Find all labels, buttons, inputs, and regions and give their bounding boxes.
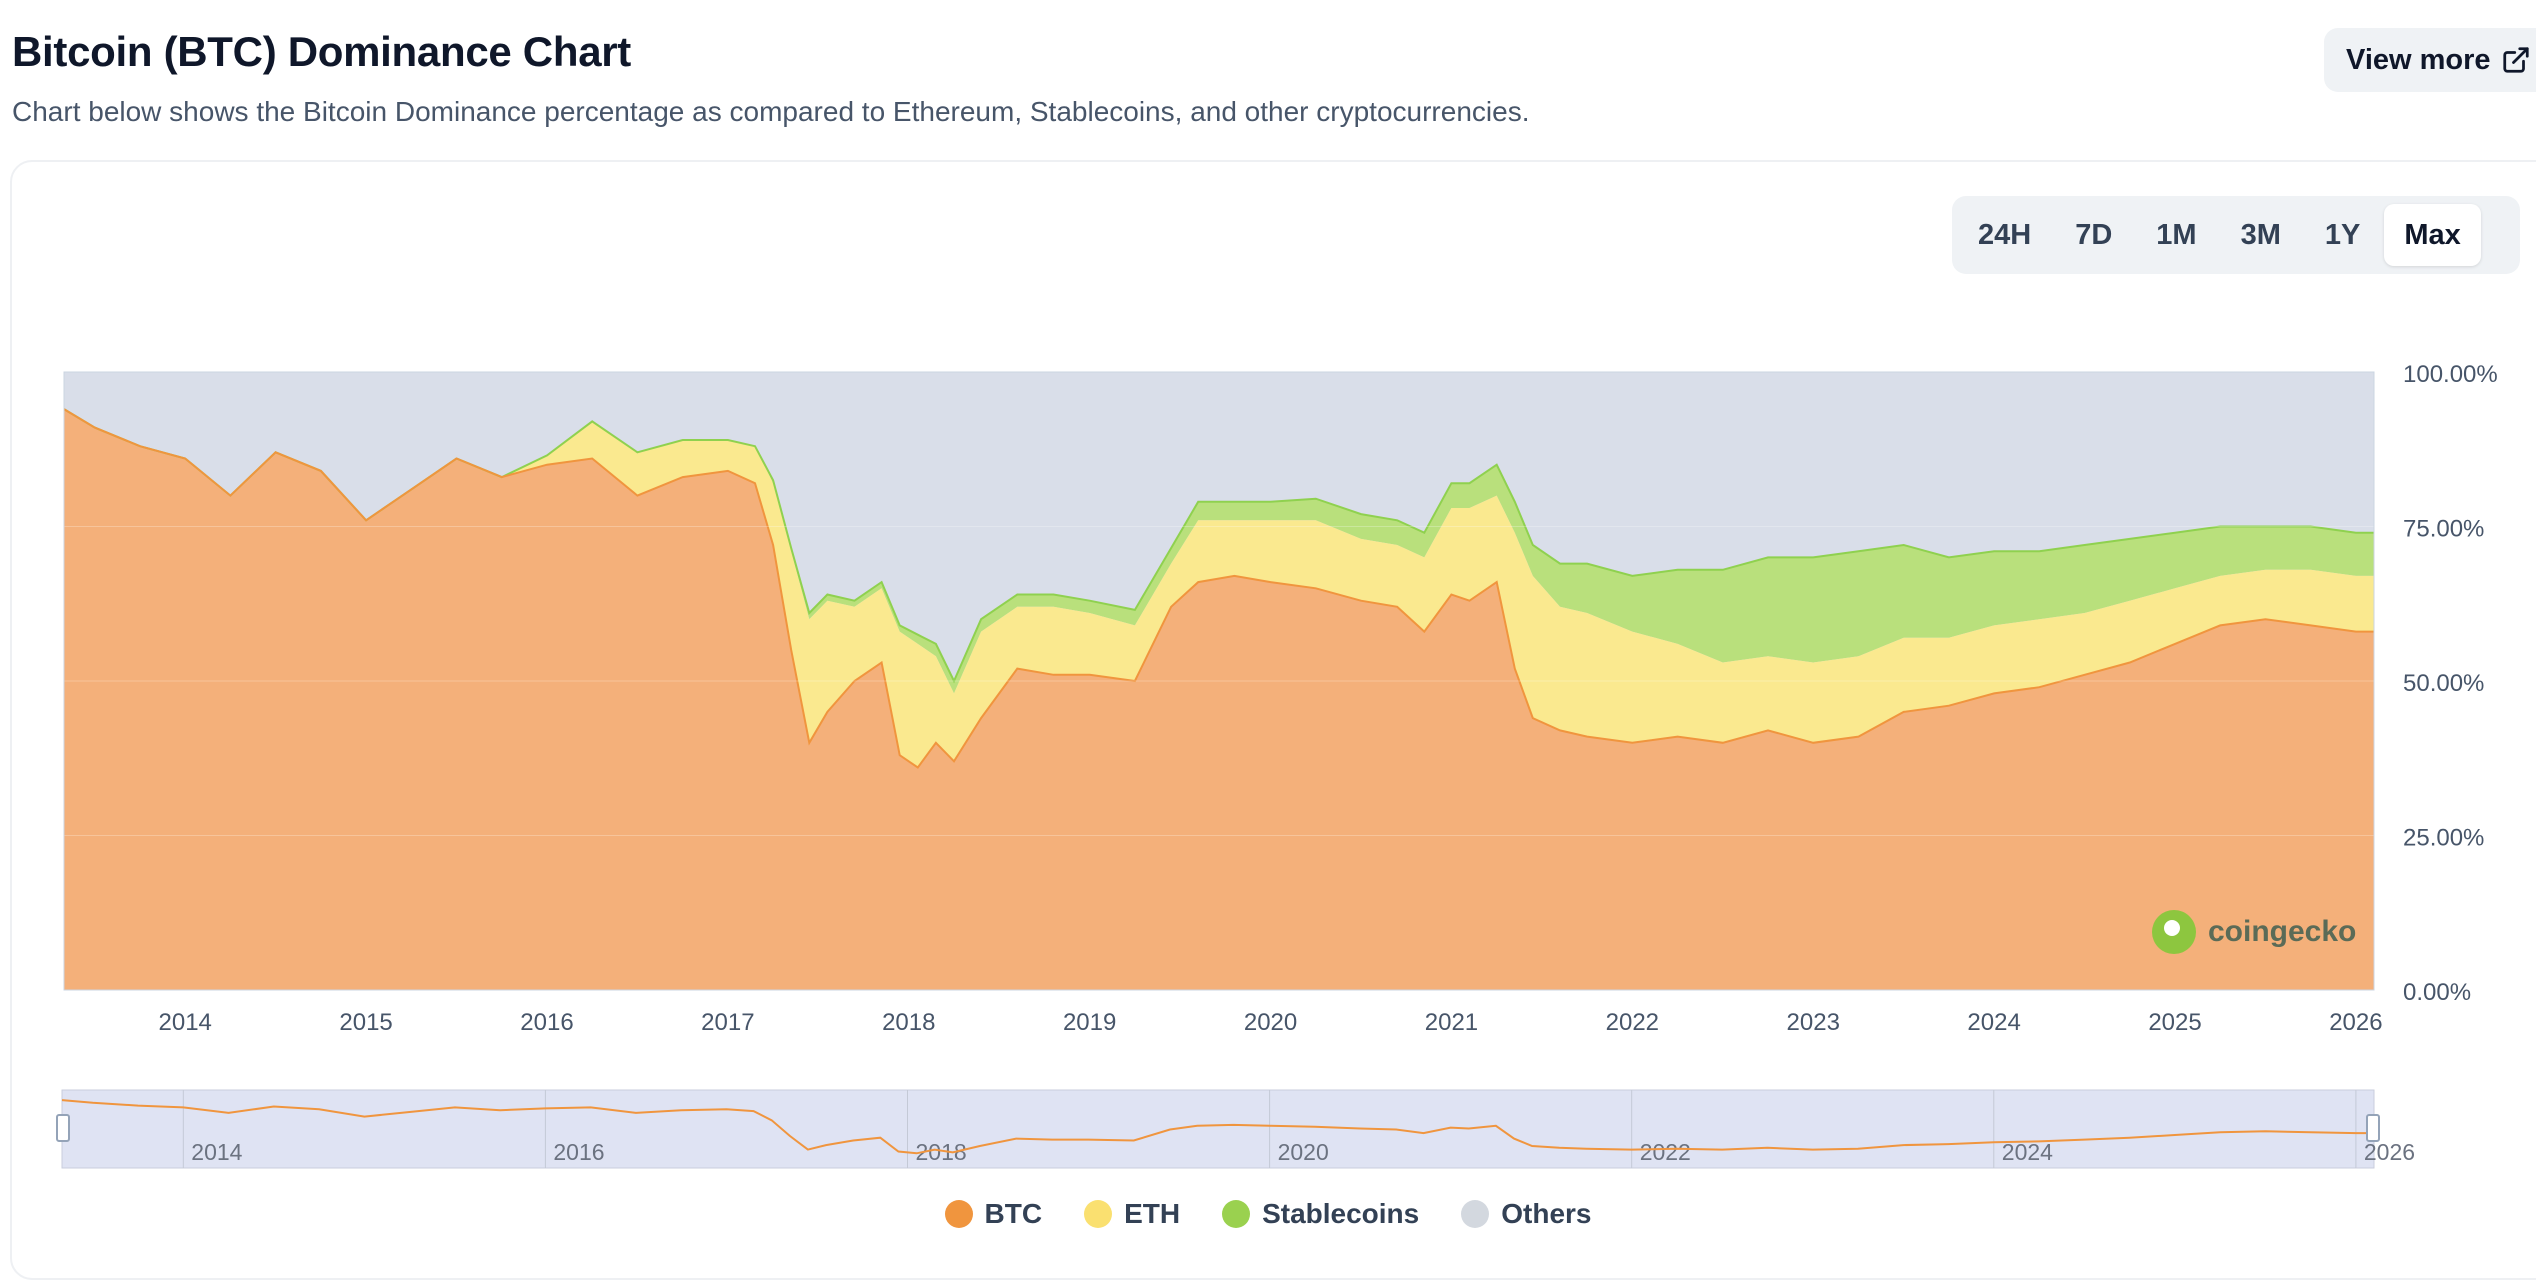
navigator-label: 2016 bbox=[553, 1139, 604, 1165]
eth-area bbox=[64, 409, 2374, 768]
range-1m-button[interactable]: 1M bbox=[2136, 204, 2216, 266]
navigator-label: 2022 bbox=[1640, 1139, 1691, 1165]
y-tick-label: 50.00% bbox=[2403, 670, 2484, 697]
range-1y-button[interactable]: 1Y bbox=[2305, 204, 2380, 266]
x-tick-label: 2018 bbox=[882, 1009, 935, 1036]
x-tick-label: 2022 bbox=[1606, 1009, 1659, 1036]
coingecko-logo: coingecko bbox=[2152, 910, 2356, 954]
navigator-label: 2020 bbox=[1278, 1139, 1329, 1165]
legend-label-others: Others bbox=[1501, 1198, 1592, 1229]
legend-dot-stablecoins bbox=[1222, 1200, 1251, 1228]
x-tick-label: 2020 bbox=[1244, 1009, 1297, 1036]
dominance-chart: 0.00% 25.00% 50.00% 75.00% 100.00% 2014 2015 20… bbox=[61, 361, 2498, 1169]
range-3m-button[interactable]: 3M bbox=[2221, 204, 2301, 266]
x-tick-label: 2021 bbox=[1425, 1009, 1478, 1036]
legend-label-stablecoins: Stablecoins bbox=[1262, 1198, 1420, 1229]
gecko-icon bbox=[2152, 910, 2196, 954]
x-tick-label: 2026 bbox=[2329, 1009, 2382, 1036]
legend-item-eth[interactable]: ETH bbox=[1084, 1198, 1180, 1230]
legend-dot-others bbox=[1461, 1200, 1490, 1228]
y-tick-label: 100.00% bbox=[2403, 361, 2498, 388]
y-tick-label: 25.00% bbox=[2403, 825, 2484, 852]
navigator-label: 2014 bbox=[191, 1139, 242, 1165]
legend-dot-eth bbox=[1084, 1200, 1113, 1228]
range-selector: 24H 7D 1M 3M 1Y Max bbox=[1952, 196, 2520, 274]
x-tick-label: 2023 bbox=[1787, 1009, 1840, 1036]
legend-dot-btc bbox=[944, 1200, 973, 1228]
navigator-label: 2024 bbox=[2002, 1139, 2053, 1165]
legend-label-btc: BTC bbox=[984, 1198, 1043, 1229]
navigator-handle-right[interactable] bbox=[2366, 1114, 2380, 1142]
x-tick-label: 2025 bbox=[2148, 1009, 2201, 1036]
navigator-btc-line bbox=[61, 1099, 2374, 1155]
plot-border bbox=[63, 371, 2375, 991]
chart-legend: BTC ETH Stablecoins Others bbox=[0, 1198, 2536, 1230]
external-link-icon bbox=[2502, 47, 2529, 73]
navigator-label: 2026 bbox=[2364, 1139, 2415, 1165]
view-more-label: View more bbox=[2346, 43, 2491, 76]
navigator-handle-left[interactable] bbox=[56, 1114, 70, 1142]
legend-item-stablecoins[interactable]: Stablecoins bbox=[1222, 1198, 1419, 1230]
range-24h-button[interactable]: 24H bbox=[1958, 204, 2051, 266]
y-tick-label: 0.00% bbox=[2403, 979, 2471, 1006]
x-tick-label: 2024 bbox=[1967, 1009, 2020, 1036]
stablecoins-area bbox=[64, 409, 2374, 694]
page-subtitle: Chart below shows the Bitcoin Dominance … bbox=[12, 96, 1530, 127]
x-tick-label: 2014 bbox=[159, 1009, 212, 1036]
x-tick-label: 2015 bbox=[339, 1009, 392, 1036]
legend-item-others[interactable]: Others bbox=[1461, 1198, 1591, 1230]
logo-text: coingecko bbox=[2208, 915, 2357, 948]
x-tick-label: 2019 bbox=[1063, 1009, 1116, 1036]
btc-area bbox=[64, 409, 2374, 991]
x-tick-label: 2017 bbox=[701, 1009, 754, 1036]
x-tick-label: 2016 bbox=[520, 1009, 573, 1036]
view-more-button[interactable]: View more bbox=[2324, 28, 2536, 92]
legend-item-btc[interactable]: BTC bbox=[944, 1198, 1043, 1230]
page-title: Bitcoin (BTC) Dominance Chart bbox=[12, 28, 631, 75]
stablecoins-line bbox=[63, 408, 2374, 684]
navigator-window bbox=[61, 1089, 2375, 1169]
btc-line bbox=[63, 408, 2374, 769]
range-7d-button[interactable]: 7D bbox=[2055, 204, 2132, 266]
y-tick-label: 75.00% bbox=[2403, 516, 2484, 543]
range-max-button[interactable]: Max bbox=[2384, 204, 2481, 266]
legend-label-eth: ETH bbox=[1124, 1198, 1181, 1229]
